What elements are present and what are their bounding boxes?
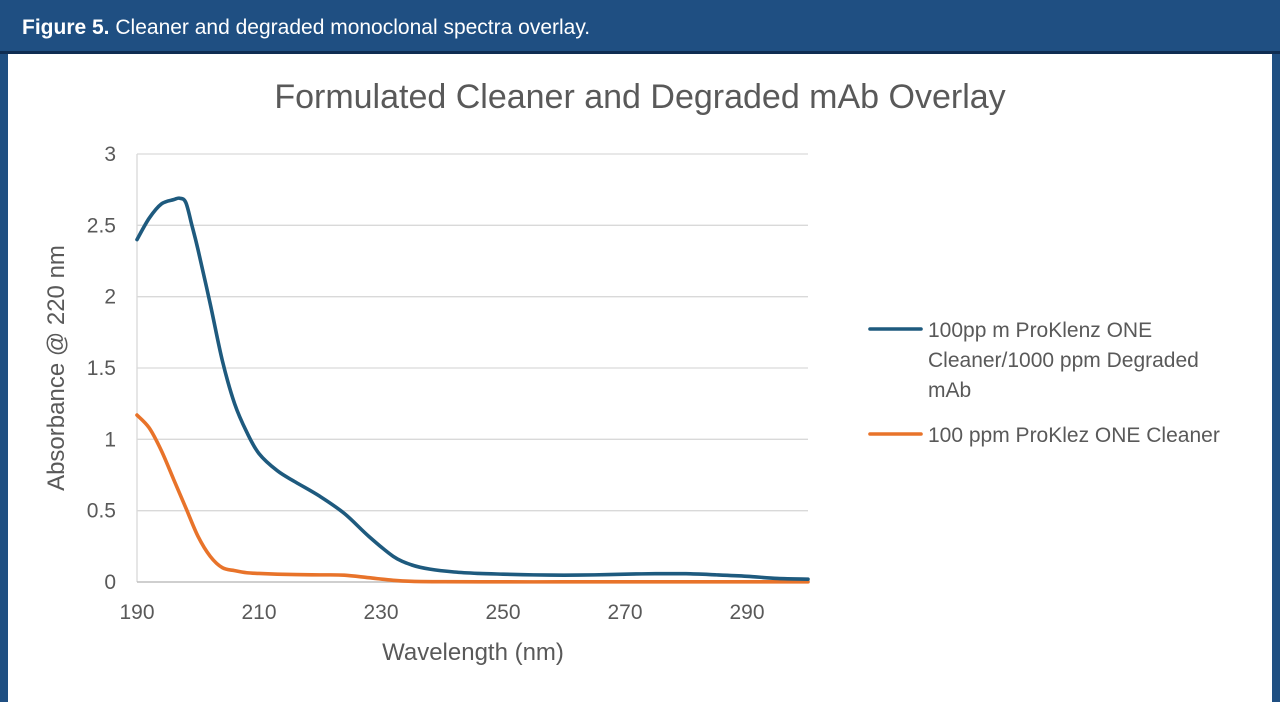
y-tick-label: 0.5 — [87, 500, 116, 523]
y-axis-title: Absorbance @ 220 nm — [43, 245, 70, 491]
x-tick-label: 230 — [363, 601, 398, 624]
y-tick-label: 1.5 — [87, 357, 116, 380]
y-tick-label: 0 — [104, 571, 116, 594]
figure-caption-text: Cleaner and degraded monoclonal spectra … — [115, 16, 591, 39]
y-tick-label: 2 — [104, 286, 116, 309]
series-line-0 — [135, 196, 810, 581]
chart-title: Formulated Cleaner and Degraded mAb Over… — [274, 78, 1005, 116]
x-axis-title: Wavelength (nm) — [382, 639, 564, 666]
figure-caption: Figure 5. Cleaner and degraded monoclona… — [22, 15, 590, 41]
y-axis-ticks: 0 0.5 1 1.5 2 2.5 3 — [87, 143, 116, 594]
series-lines — [135, 196, 810, 584]
gridlines — [136, 153, 808, 582]
legend-label-1: 100 ppm ProKlez ONE Cleaner — [928, 424, 1220, 447]
figure-label: Figure 5. — [22, 16, 110, 39]
x-tick-label: 270 — [607, 601, 642, 624]
x-tick-label: 210 — [241, 601, 276, 624]
legend-label-0: 100pp m ProKlenz ONE — [928, 319, 1152, 342]
x-axis-ticks: 190 210 230 250 270 290 — [119, 601, 764, 624]
figure-header: Figure 5. Cleaner and degraded monoclona… — [0, 0, 1280, 54]
x-tick-label: 250 — [485, 601, 520, 624]
y-tick-label: 3 — [104, 143, 116, 166]
series-line-1 — [135, 413, 810, 584]
x-tick-label: 190 — [119, 601, 154, 624]
x-tick-label: 290 — [729, 601, 764, 624]
y-tick-label: 1 — [104, 428, 116, 451]
legend: 100pp m ProKlenz ONE Cleaner/1000 ppm Deg… — [868, 319, 1220, 447]
legend-label-0: mAb — [928, 379, 971, 402]
legend-label-0: Cleaner/1000 ppm Degraded — [928, 349, 1199, 372]
y-tick-label: 2.5 — [87, 214, 116, 237]
